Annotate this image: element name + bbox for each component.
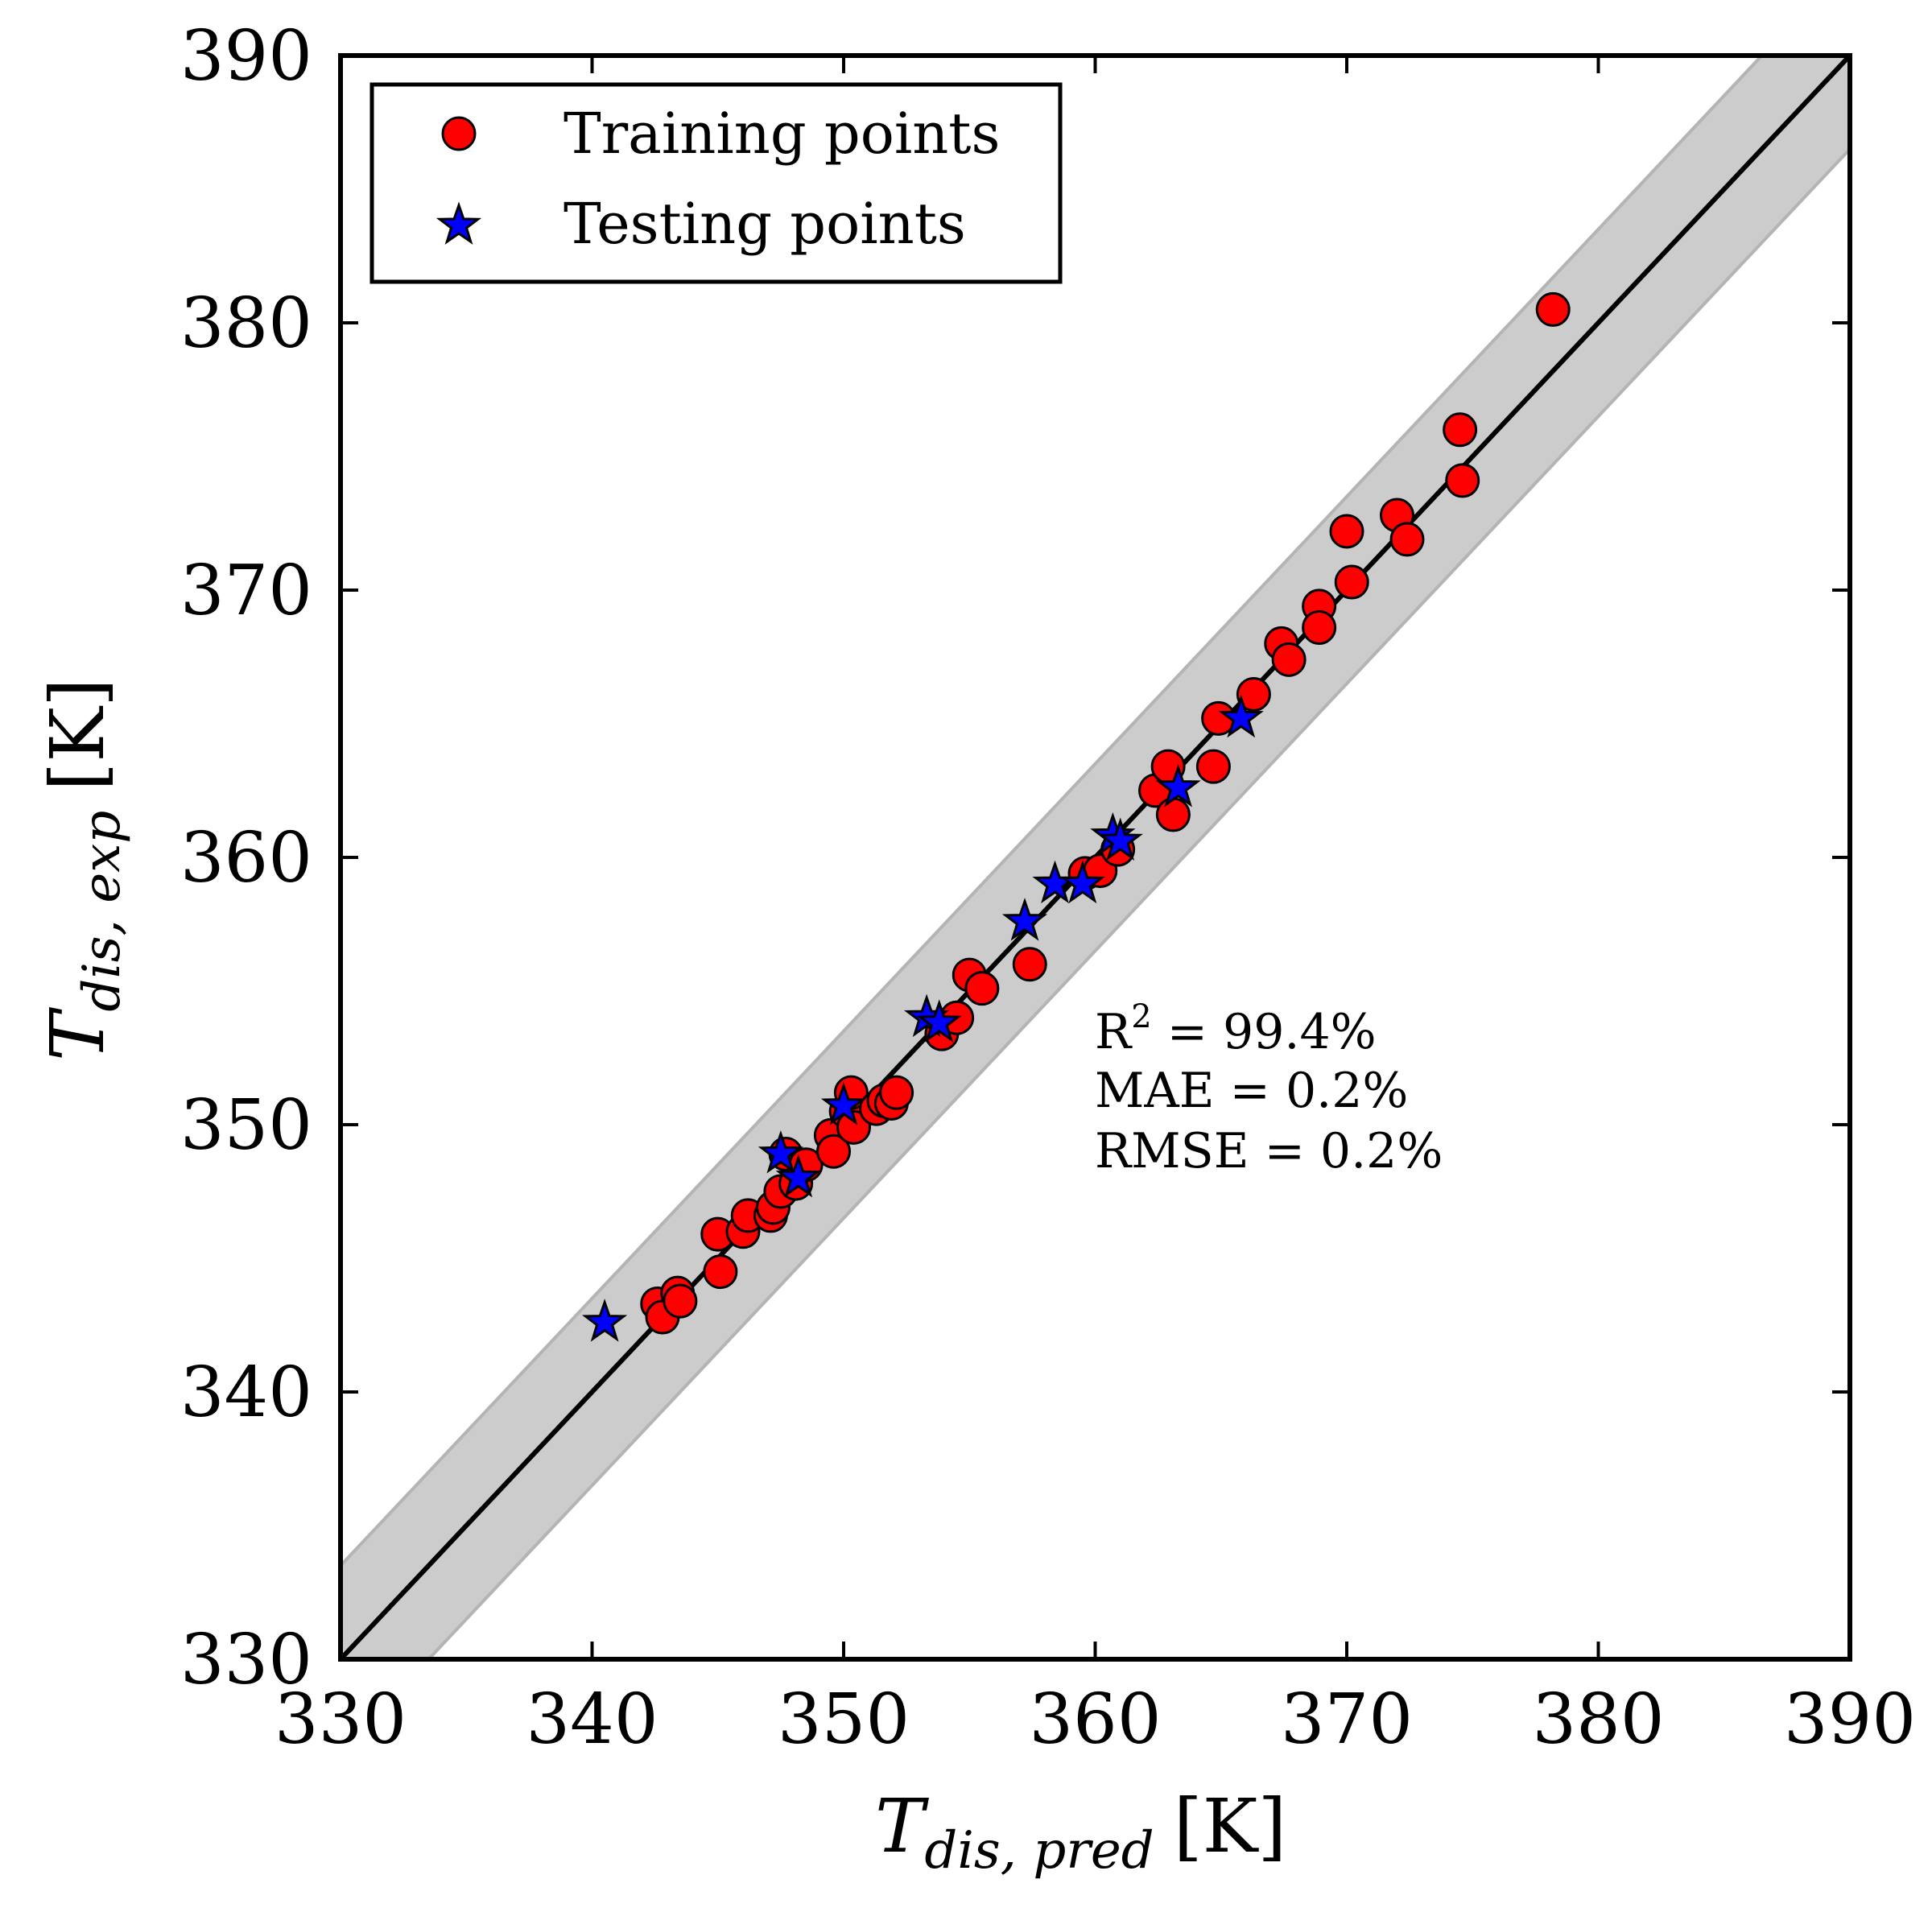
y-axis-label: Tdis, exp[K] [35,678,132,1061]
training-point [1445,463,1480,498]
y-tick-label: 330 [180,1620,312,1700]
testing-point [1155,764,1201,807]
mae-text: MAE = 0.2% [1095,1063,1408,1119]
training-point [1389,522,1425,557]
rmse-text: RMSE = 0.2% [1095,1123,1443,1179]
x-tick-label: 370 [1281,1679,1413,1760]
testing-point [582,1299,628,1342]
legend-testing-marker [436,201,482,245]
testing-series [582,694,1264,1342]
testing-point [1218,694,1264,738]
y-tick-label: 360 [180,818,312,898]
training-point [1329,514,1364,549]
testing-point [775,1154,821,1198]
training-series [640,291,1571,1335]
y-tick-label: 380 [180,283,312,364]
x-tick-label: 330 [275,1679,407,1760]
training-point [1535,291,1571,327]
training-point [1334,564,1369,600]
axis-ticks: 330 340 350 360 370 380 390 330 340 350 360 370 380 3… [180,16,1916,1760]
y-tick-label: 390 [180,16,312,97]
band-lower-edge [426,147,1850,1659]
plot-area [341,56,1850,1659]
training-point [1236,676,1271,712]
training-point [1012,947,1047,982]
legend-star-marker [436,201,482,245]
testing-point [758,1130,803,1174]
training-point [964,971,1000,1006]
r2-text: R2 = 99.4% [1095,998,1377,1060]
training-point [1155,797,1191,832]
testing-point [1059,860,1105,904]
testing-point [1001,898,1048,941]
x-tick-label: 360 [1029,1679,1161,1760]
training-point [1271,642,1307,677]
x-tick-label: 380 [1532,1679,1664,1760]
x-tick-label: 390 [1784,1679,1916,1760]
testing-point [820,1082,867,1125]
legend-training-label: Training points [564,101,1000,167]
x-tick-label: 350 [778,1679,910,1760]
training-point [663,1283,698,1319]
x-axis-label: Tdis, pred [K] [875,1783,1286,1881]
band-upper-edge [341,56,1765,1567]
training-point [879,1075,914,1110]
legend-box [369,82,1063,284]
training-point [703,1254,738,1290]
legend-circle-marker [441,116,477,151]
y-tick-label: 350 [180,1085,312,1166]
legend: Training points Testing points [369,82,1063,284]
legend-testing-label: Testing points [564,191,966,257]
training-point [836,1109,871,1145]
testing-point [1097,817,1143,861]
training-point [1302,609,1337,645]
training-point [1443,412,1478,448]
x-tick-label: 340 [526,1679,658,1760]
legend-training-marker [441,116,477,151]
training-point [816,1134,851,1169]
training-point [1195,749,1231,784]
y-tick-label: 340 [180,1353,312,1433]
y-tick-label: 370 [180,551,312,631]
stats-annotation: R2 = 99.4% MAE = 0.2% RMSE = 0.2% [1095,998,1443,1179]
testing-point [916,999,962,1043]
